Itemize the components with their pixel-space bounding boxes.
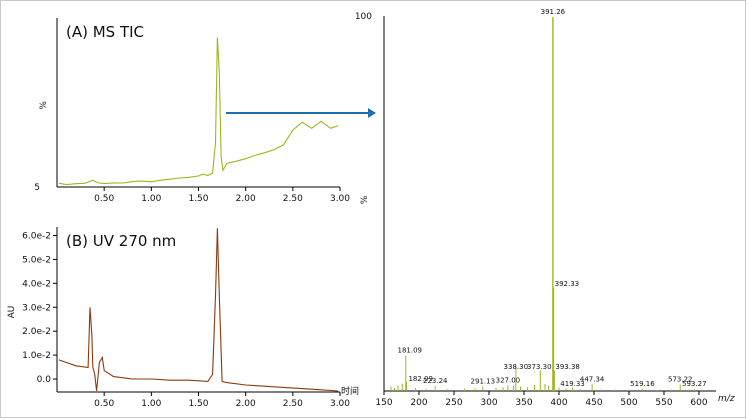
uv-x-ticks: 0.50 1.00 1.50 2.00 2.50 3.00 <box>94 392 350 409</box>
spectrum-peak-label: 393.38 <box>555 363 580 371</box>
spectrum-peak-label: 223.24 <box>423 377 448 385</box>
uv-x-tick-label: 1.50 <box>188 399 208 409</box>
uv-x-tick-label: 2.50 <box>283 399 303 409</box>
uv-trace <box>58 228 339 392</box>
spectrum-peak-label: 291.13 <box>471 378 496 386</box>
ms-x-tick-label: 1.50 <box>188 194 208 204</box>
spectrum-x-tick-label: 200 <box>410 398 427 408</box>
uv-x-tick-label: 1.00 <box>141 399 161 409</box>
ms-tic-panel: (A) MS TIC % 5 0.50 1.00 1.50 2.00 2.50 3.00 <box>34 18 350 204</box>
uv-y-ticks: 0.0 1.0e-2 2.0e-2 3.0e-2 4.0e-2 5.0e-2 6.0e-2 <box>22 232 57 385</box>
spectrum-peak-label: 391.26 <box>541 8 566 16</box>
mass-spectrum-panel: 100 % m/z 150 200 250 300 350 400 450 500 550 600… <box>355 8 735 408</box>
spectrum-x-tick-label: 500 <box>620 398 637 408</box>
uv-x-label: 时间 <box>341 385 359 397</box>
ms-panel-title: (A) MS TIC <box>66 23 144 41</box>
spectrum-y-label: % <box>360 195 370 204</box>
uv-y-label: AU <box>7 306 17 319</box>
uv-y-tick-label: 2.0e-2 <box>22 327 51 337</box>
ms-x-tick-label: 1.00 <box>141 194 161 204</box>
spectrum-x-tick-label: 550 <box>655 398 672 408</box>
ms-x-tick-label: 2.50 <box>283 194 303 204</box>
spectrum-peak-label: 573.22 <box>668 376 693 384</box>
spectrum-x-tick-label: 150 <box>375 398 392 408</box>
arrow-to-spectrum <box>226 108 376 118</box>
ms-x-tick-label: 0.50 <box>94 194 114 204</box>
spectrum-x-tick-label: 450 <box>585 398 602 408</box>
spectrum-peak-label: 593.27 <box>682 380 707 388</box>
spectrum-x-tick-label: 350 <box>515 398 532 408</box>
uv-panel: (B) UV 270 nm AU 时间 0.0 1.0e-2 2.0e-2 3.0e-… <box>7 227 359 409</box>
uv-panel-title: (B) UV 270 nm <box>66 232 176 250</box>
uv-y-tick-label: 5.0e-2 <box>22 255 51 265</box>
uv-x-tick-label: 2.00 <box>236 399 256 409</box>
spectrum-peak-label: 419.33 <box>560 380 585 388</box>
arrow-head <box>368 108 376 118</box>
uv-y-tick-label: 3.0e-2 <box>22 303 51 313</box>
spectrum-peak-label: 181.09 <box>398 346 423 354</box>
spectrum-peak-label: 519.16 <box>630 380 655 388</box>
spectrum-x-label: m/z <box>718 394 735 404</box>
spectrum-x-tick-label: 250 <box>445 398 462 408</box>
spectrum-peak-label: 447.34 <box>580 375 605 383</box>
spectrum-peak-label: 338.30 <box>504 363 529 371</box>
spectrum-peak-label: 182.09 <box>408 375 433 383</box>
uv-x-tick-label: 0.50 <box>94 399 114 409</box>
spectrum-peak-label: 373.30 <box>527 363 552 371</box>
spectrum-x-tick-label: 300 <box>480 398 497 408</box>
uv-x-tick-label: 3.00 <box>330 399 350 409</box>
ms-tic-trace <box>58 37 339 186</box>
spectrum-x-ticks: 150 200 250 300 350 400 450 500 550 600 <box>375 391 708 408</box>
spectrum-peak-label: 392.33 <box>555 280 580 288</box>
spectrum-peak-label: 327.00 <box>496 376 521 384</box>
ms-y-tick-label: 5 <box>34 183 40 193</box>
ms-x-ticks: 0.50 1.00 1.50 2.00 2.50 3.00 <box>94 187 350 204</box>
ms-y-label: % <box>39 101 49 110</box>
ms-x-tick-label: 2.00 <box>236 194 256 204</box>
spectrum-x-tick-label: 600 <box>690 398 707 408</box>
uv-y-tick-label: 1.0e-2 <box>22 351 51 361</box>
uv-y-tick-label: 0.0 <box>37 375 52 385</box>
spectrum-y-tick-100: 100 <box>355 12 372 22</box>
ms-x-tick-label: 3.00 <box>330 194 350 204</box>
spectrum-x-tick-label: 400 <box>550 398 567 408</box>
uv-y-tick-label: 4.0e-2 <box>22 279 51 289</box>
spectrum-minor-peaks <box>390 383 689 391</box>
uv-y-tick-label: 6.0e-2 <box>22 232 51 242</box>
